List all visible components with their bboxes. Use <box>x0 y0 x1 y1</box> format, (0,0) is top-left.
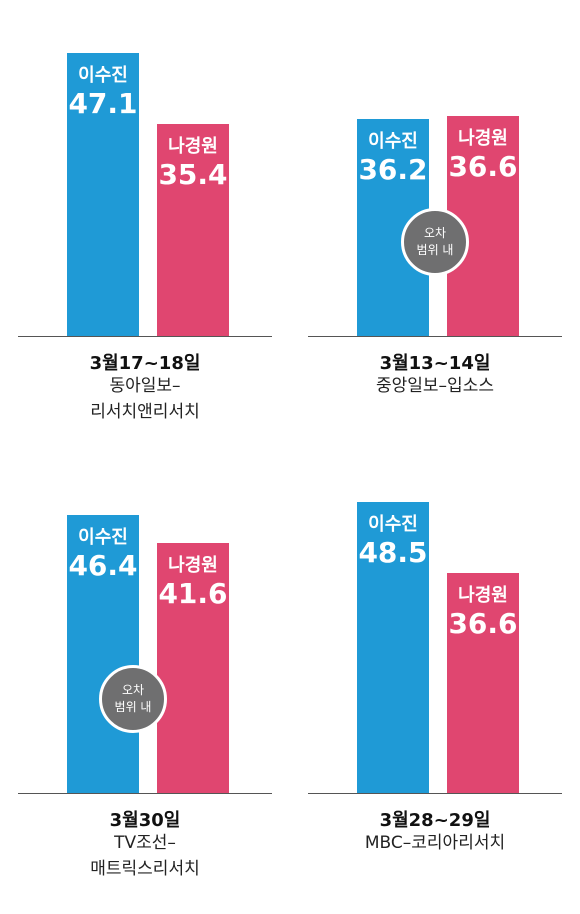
bar-lee-sujin: 이수진 47.1 <box>67 53 139 336</box>
bar-value-label: 35.4 <box>158 157 228 191</box>
poll-source: MBC–코리아리서치 <box>290 830 580 856</box>
badge-text: 오차 <box>121 683 145 697</box>
chart-baseline <box>18 793 272 794</box>
poll-source-line: 리서치앤리서치 <box>90 402 200 422</box>
bar-value-label: 48.5 <box>358 536 428 569</box>
bar-candidate-label: 이수진 <box>368 514 418 535</box>
bar-candidate-label: 나경원 <box>168 555 218 577</box>
poll-date: 3월28~29일 <box>379 810 491 831</box>
bar-lee-sujin: 이수진 46.4 <box>67 514 139 793</box>
bar-candidate-label: 나경원 <box>458 128 508 150</box>
bar-lee-sujin: 이수진 48.5 <box>357 502 429 793</box>
bar-value-label: 47.1 <box>68 87 138 121</box>
bar-candidate-label: 나경원 <box>168 135 218 157</box>
bar-candidate-label: 나경원 <box>458 585 508 607</box>
bar-na-kyungwon: 나경원 36.6 <box>447 116 519 336</box>
badge-text: 범위 내 <box>114 700 152 714</box>
chart-baseline <box>18 336 272 337</box>
bar-na-kyungwon: 나경원 35.4 <box>157 123 229 336</box>
chart-baseline <box>308 793 562 794</box>
bar-candidate-label: 이수진 <box>368 130 418 152</box>
poll-source: TV조선– 매트릭스리서치 <box>0 830 290 882</box>
poll-source-line: 매트릭스리서치 <box>90 859 200 879</box>
bar-value-label: 36.2 <box>358 152 428 186</box>
badge-text: 오차 <box>423 226 447 240</box>
bar-na-kyungwon: 나경원 41.6 <box>157 543 229 793</box>
badge-text: 범위 내 <box>416 243 454 257</box>
poll-source-line: 동아일보– <box>109 376 181 396</box>
poll-source: 동아일보– 리서치앤리서치 <box>0 373 290 425</box>
poll-chart-panel: 이수진 48.5 나경원 36.6 3월28~29일 MBC–코리아리서치 <box>290 457 580 914</box>
poll-chart-panel: 이수진 36.2 나경원 36.6 오차 범위 내 3월13~14일 중앙일보–입소스 <box>290 0 580 457</box>
chart-baseline <box>308 336 562 337</box>
poll-date: 3월30일 <box>109 810 181 831</box>
bar-candidate-label: 이수진 <box>78 65 128 87</box>
poll-source: 중앙일보–입소스 <box>290 373 580 399</box>
bar-na-kyungwon: 나경원 36.6 <box>447 573 519 793</box>
poll-source-line: 중앙일보–입소스 <box>376 376 494 396</box>
poll-source-line: MBC–코리아리서치 <box>364 833 506 853</box>
poll-chart-panel: 이수진 47.1 나경원 35.4 3월17~18일 동아일보– 리서치앤리서치 <box>0 0 290 457</box>
poll-source-line: TV조선– <box>114 833 176 853</box>
bar-value-label: 41.6 <box>158 577 228 611</box>
bar-value-label: 36.6 <box>448 150 518 184</box>
poll-chart-panel: 이수진 46.4 나경원 41.6 오차 범위 내 3월30일 TV조선– 매트릭스리서치 <box>0 457 290 914</box>
bar-value-label: 46.4 <box>68 548 138 582</box>
bar-value-label: 36.6 <box>448 607 518 641</box>
poll-date: 3월17~18일 <box>89 353 201 374</box>
poll-date: 3월13~14일 <box>379 353 491 374</box>
bar-candidate-label: 이수진 <box>78 526 128 548</box>
